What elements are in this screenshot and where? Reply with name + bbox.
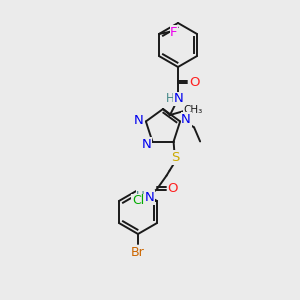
Text: Br: Br	[131, 245, 145, 259]
Text: N: N	[174, 92, 184, 106]
Text: N: N	[145, 191, 154, 204]
Text: F: F	[170, 26, 178, 38]
Text: S: S	[171, 151, 180, 164]
Text: N: N	[142, 138, 151, 151]
Text: O: O	[167, 182, 178, 195]
Text: Cl: Cl	[132, 194, 144, 208]
Text: H: H	[136, 190, 145, 203]
Text: N: N	[181, 113, 191, 126]
Text: H: H	[166, 92, 174, 104]
Text: O: O	[189, 76, 199, 88]
Text: CH₃: CH₃	[183, 105, 202, 115]
Text: N: N	[134, 114, 144, 127]
